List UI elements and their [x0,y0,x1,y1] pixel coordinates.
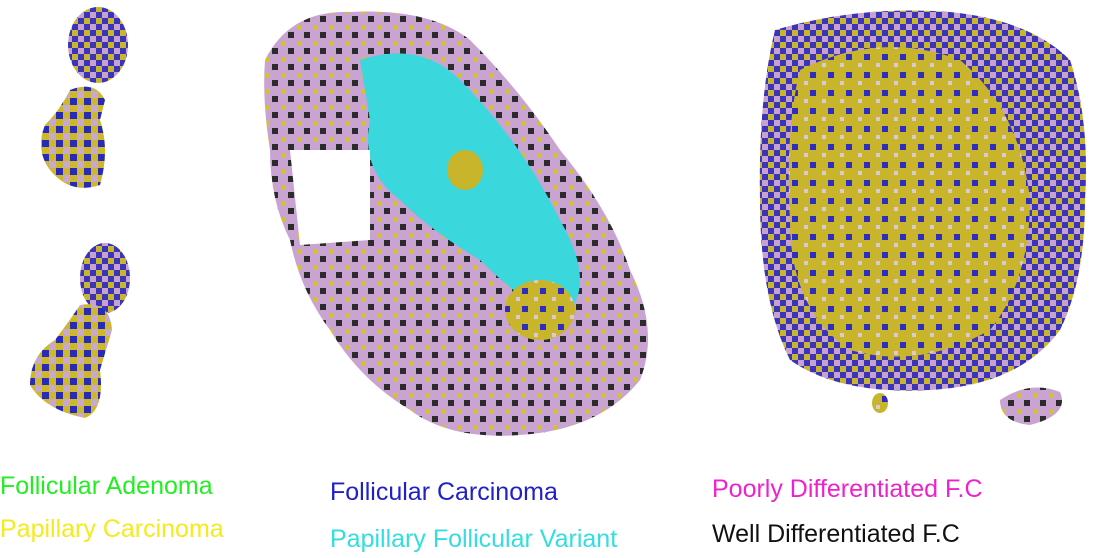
legend-entry: Well Differentiated F.C [712,520,960,549]
legend-entry: Papillary Follicular Variant [330,525,617,554]
slide-left-top [41,7,128,188]
slide-images [0,0,1104,450]
slide-middle [264,12,648,436]
slide-left-bottom [30,243,130,418]
page: Follicular Adenoma Papillary Carcinoma Fol… [0,0,1104,558]
slide-right [760,10,1086,425]
legend-entry: Follicular Adenoma [0,472,213,501]
legend-entry: Poorly Differentiated F.C [712,475,983,504]
legend-entry: Follicular Carcinoma [330,478,558,507]
legend-entry: Papillary Carcinoma [0,515,224,544]
